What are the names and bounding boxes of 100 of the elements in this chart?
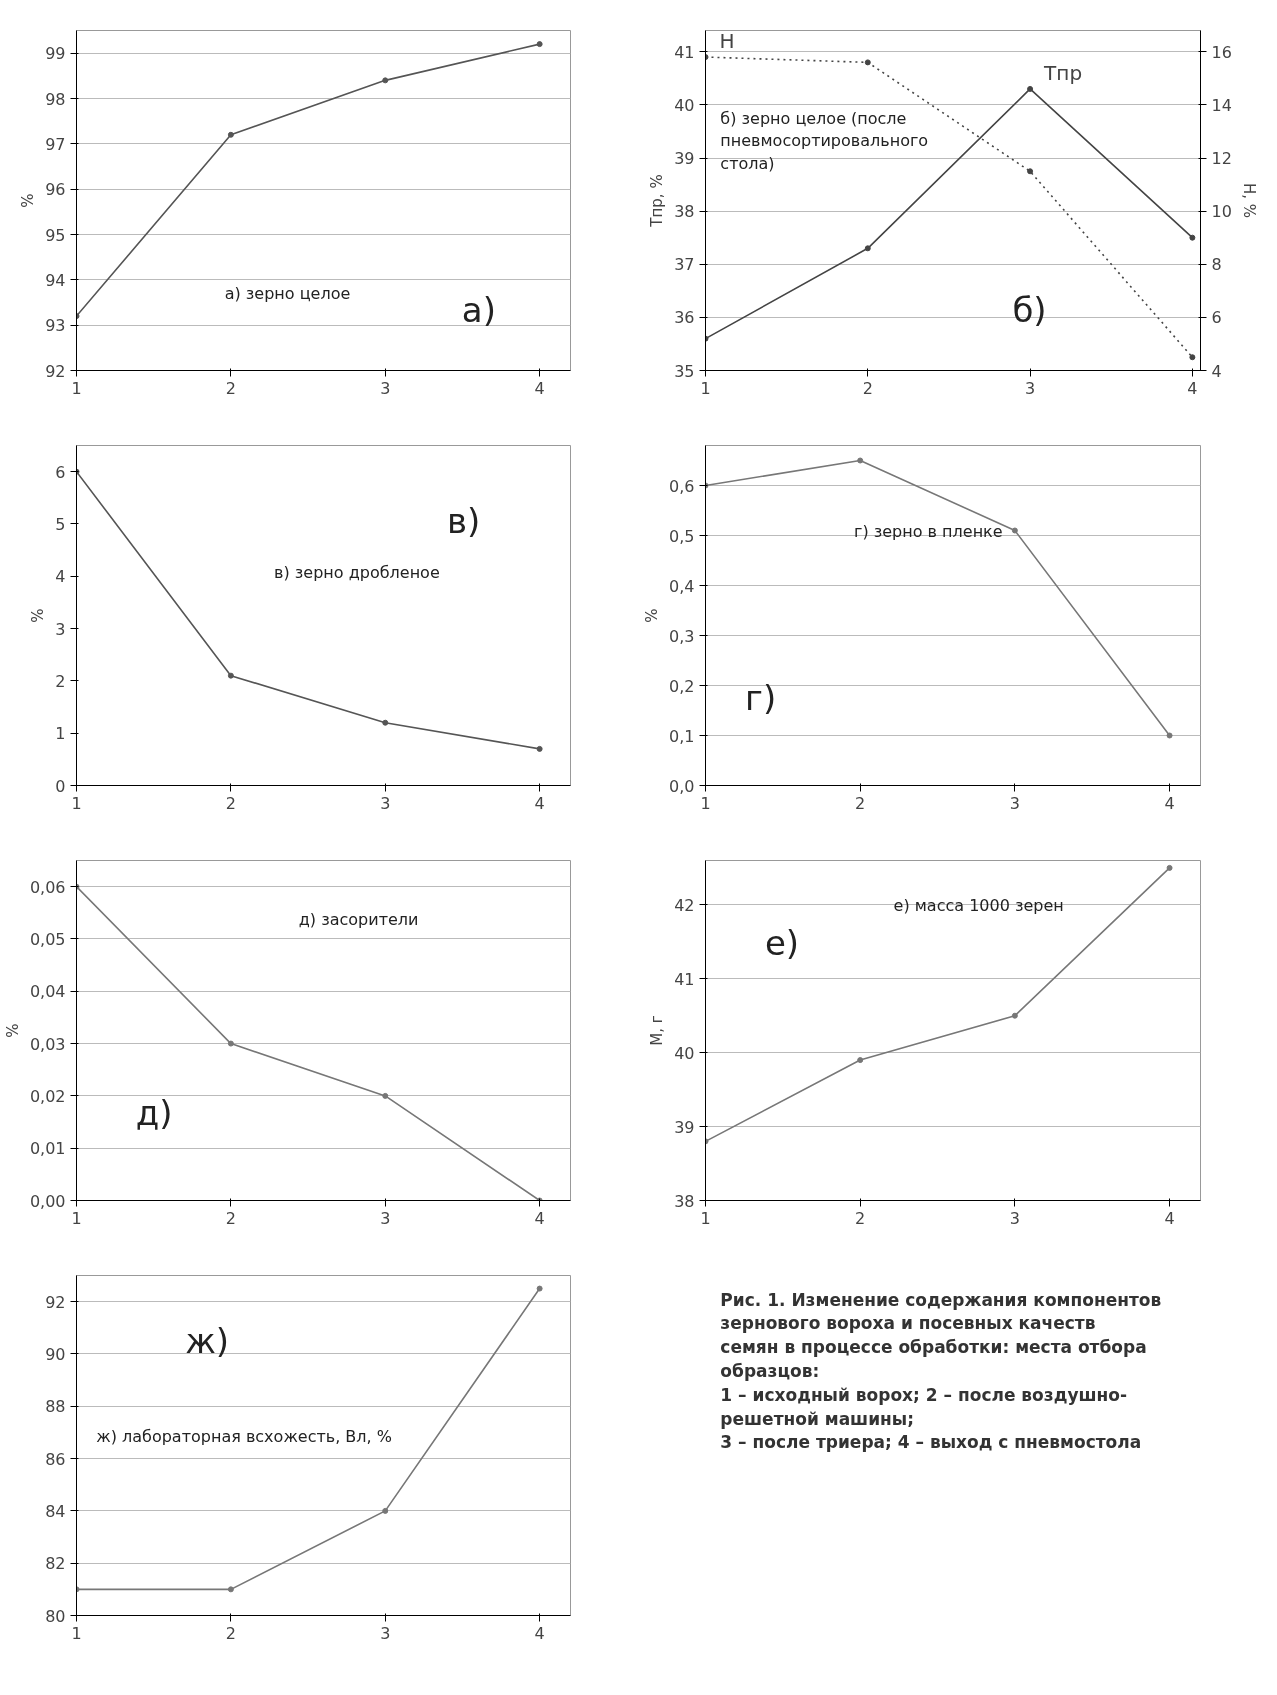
y2-axis-title: H, % (1239, 182, 1258, 219)
text: образцов: (720, 1360, 820, 1381)
annotation: ж) (185, 1320, 230, 1361)
y-tick-label: 0,00 (29, 1191, 66, 1211)
x-tick-label: 2 (855, 1208, 866, 1228)
y-tick-label: 5 (55, 514, 66, 534)
x-tick-label: 3 (1025, 378, 1036, 398)
annotation: е) (764, 922, 800, 963)
y-tick-label: 86 (45, 1449, 66, 1469)
annotation: д) (135, 1092, 173, 1133)
y-axis-title: % (19, 193, 38, 208)
x-tick-label: 4 (534, 1208, 545, 1228)
y-tick-label: 90 (45, 1344, 66, 1364)
y-tick-label: 0,03 (29, 1034, 66, 1054)
y-tick-label: 41 (674, 969, 695, 989)
x-tick-label: 3 (1009, 1208, 1020, 1228)
annotation: а) зерно целое (224, 283, 351, 303)
text: зернового вороха и посевных качеств (720, 1313, 1096, 1334)
y-tick-label: 99 (45, 44, 66, 64)
x-tick-label: 2 (225, 1623, 236, 1643)
y2-tick-label: 6 (1211, 308, 1222, 328)
x-tick-label: 4 (1164, 793, 1175, 813)
y-tick-label: 0,0 (669, 776, 695, 796)
y-tick-label: 2 (55, 671, 66, 691)
y-tick-label: 80 (45, 1606, 66, 1626)
y2-tick-label: 14 (1211, 95, 1232, 115)
y-tick-label: 42 (674, 895, 695, 915)
x-tick-label: 3 (1009, 793, 1020, 813)
x-tick-label: 3 (380, 1623, 391, 1643)
y-axis-title: % (643, 608, 662, 623)
y-tick-label: 38 (674, 202, 695, 222)
y-tick-label: 40 (674, 95, 695, 115)
y-tick-label: 0,01 (29, 1139, 66, 1159)
y2-tick-label: 4 (1211, 361, 1222, 381)
annotation: г) зерно в пленке (854, 521, 1003, 541)
y-axis-title: % (3, 1023, 22, 1038)
y-tick-label: 0,3 (669, 626, 695, 646)
y2-tick-label: 8 (1211, 255, 1222, 275)
annotation: ж) лабораторная всхожесть, Вл, % (96, 1426, 392, 1446)
y-tick-label: 35 (674, 361, 695, 381)
text: Рис. 1. Изменение содержания компонентов (720, 1289, 1162, 1310)
x-tick-label: 3 (380, 1208, 391, 1228)
y-tick-label: 38 (674, 1191, 695, 1211)
y-tick-label: 0 (55, 776, 66, 796)
text: решетной машины; (720, 1408, 914, 1429)
y-tick-label: 0,5 (669, 526, 695, 546)
y-tick-label: 4 (55, 567, 66, 587)
y2-tick-label: 10 (1211, 202, 1232, 222)
y-tick-label: 40 (674, 1043, 695, 1063)
y-axis-title: % (29, 608, 48, 623)
x-tick-label: 4 (1187, 378, 1198, 398)
y-tick-label: 97 (45, 134, 66, 154)
y-axis-title: Tпр, % (648, 174, 667, 228)
x-tick-label: 1 (71, 793, 82, 813)
y-tick-label: 94 (45, 270, 66, 290)
y-tick-label: 6 (55, 462, 66, 482)
x-tick-label: 2 (862, 378, 873, 398)
annotation: в) (447, 500, 481, 541)
x-tick-label: 2 (225, 793, 236, 813)
annotation: а) (461, 289, 496, 330)
x-tick-label: 2 (855, 793, 866, 813)
y2-tick-label: 16 (1211, 42, 1232, 62)
x-tick-label: 4 (534, 1623, 545, 1643)
y-axis-title: М, г (648, 1015, 667, 1046)
y-tick-label: 98 (45, 89, 66, 109)
x-tick-label: 3 (380, 378, 391, 398)
y-tick-label: 84 (45, 1501, 66, 1521)
annotation: е) масса 1000 зерен (893, 895, 1064, 915)
y-tick-label: 93 (45, 316, 66, 336)
y-tick-label: 0,2 (669, 676, 695, 696)
x-tick-label: 1 (71, 1208, 82, 1228)
annotation: б) зерно целое (после пневмосортировального стола) (720, 108, 929, 174)
y-tick-label: 95 (45, 225, 66, 245)
annotation: г) (745, 677, 777, 718)
y-tick-label: 0,1 (669, 726, 695, 746)
y-tick-label: 0,06 (29, 877, 66, 897)
annotation: в) зерно дробленое (274, 562, 440, 582)
series-label: H (719, 29, 735, 54)
y-tick-label: 41 (674, 42, 695, 62)
y-tick-label: 36 (674, 308, 695, 328)
y-tick-label: 0,4 (669, 576, 695, 596)
y-tick-label: 39 (674, 149, 695, 168)
x-tick-label: 4 (534, 378, 545, 398)
x-tick-label: 1 (700, 793, 711, 813)
y-tick-label: 82 (45, 1554, 66, 1574)
x-tick-label: 4 (1164, 1208, 1175, 1228)
x-tick-label: 2 (225, 378, 236, 398)
y-tick-label: 92 (45, 1292, 66, 1312)
y-tick-label: 96 (45, 180, 66, 200)
x-tick-label: 1 (700, 1208, 711, 1228)
y-tick-label: 0,02 (29, 1086, 66, 1106)
y-tick-label: 88 (45, 1397, 66, 1417)
text: семян в процессе обработки: места отбора (720, 1337, 1147, 1358)
y-tick-label: 37 (674, 255, 695, 275)
y-tick-label: 0,6 (669, 476, 695, 496)
y2-tick-label: 12 (1211, 149, 1232, 168)
x-tick-label: 2 (225, 1208, 236, 1228)
x-tick-label: 1 (71, 378, 82, 398)
series-label: Tпр (1043, 60, 1083, 85)
y-tick-label: 92 (45, 361, 66, 381)
